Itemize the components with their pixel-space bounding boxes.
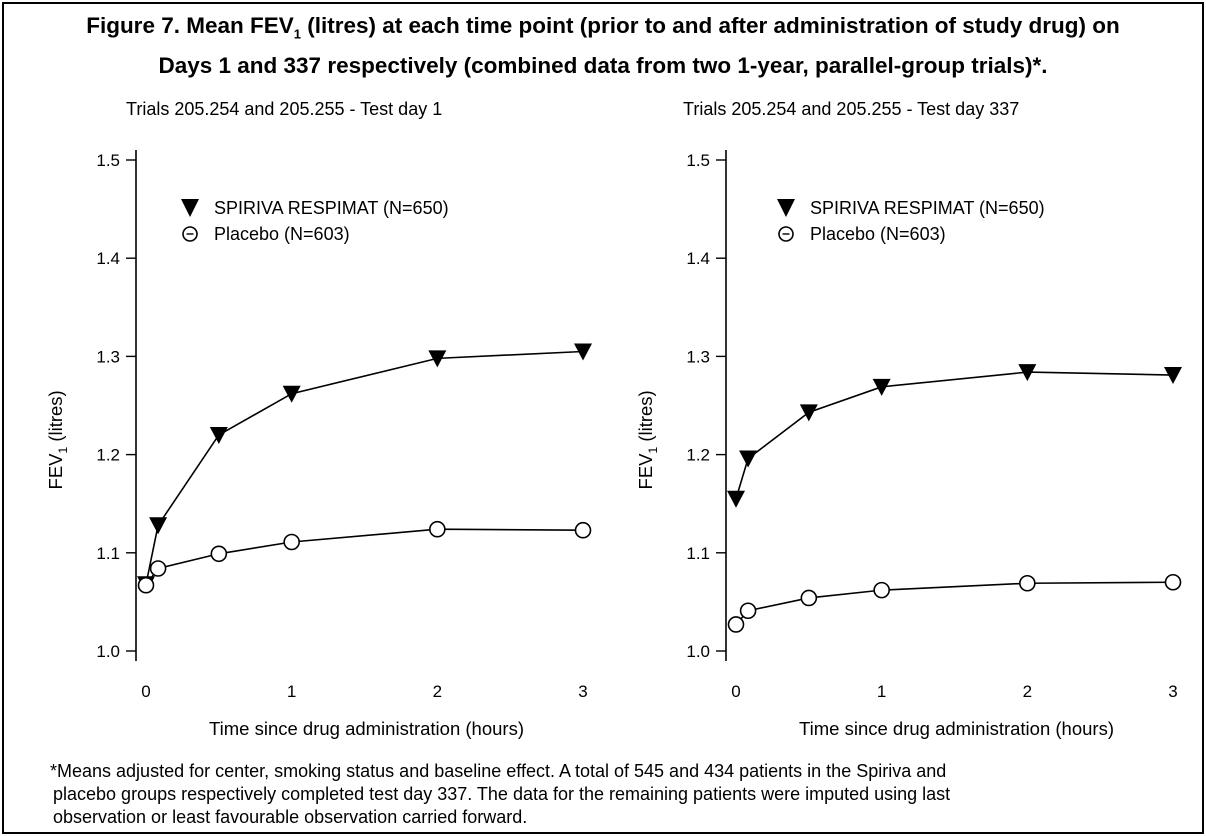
- y-tick-label: 1.3: [96, 347, 120, 366]
- data-point-triangle: [574, 343, 592, 361]
- chart-subtitle: Trials 205.254 and 205.255 - Test day 33…: [683, 99, 1019, 119]
- data-point-triangle: [727, 490, 745, 508]
- x-tick-label: 0: [731, 682, 740, 701]
- y-tick-label: 1.5: [686, 151, 710, 170]
- data-point-circle: [727, 616, 745, 633]
- legend-label: Placebo (N=603): [214, 224, 350, 244]
- data-point-circle: [1164, 573, 1182, 591]
- legend-marker-triangle: [777, 199, 795, 217]
- x-tick-label: 0: [141, 682, 150, 701]
- data-point-triangle: [799, 404, 818, 422]
- data-point-triangle: [1018, 364, 1037, 382]
- data-point-triangle: [149, 517, 168, 535]
- data-point-circle: [574, 521, 592, 539]
- data-point-circle: [1019, 574, 1036, 592]
- series-line: [735, 371, 1174, 500]
- chart-panel-1: Trials 205.254 and 205.255 - Test day 1 1…: [45, 99, 592, 739]
- data-point-triangle: [428, 350, 447, 368]
- y-axis-label: FEV1 (litres): [635, 390, 660, 489]
- data-point-circle: [739, 602, 757, 620]
- series-placebo: [727, 573, 1182, 633]
- figure-title-line-1: Figure 7. Mean FEV1 (litres) at each tim…: [86, 13, 1120, 42]
- series-spiriva: [727, 364, 1182, 508]
- y-tick-label: 1.1: [96, 544, 120, 563]
- data-point-circle: [210, 545, 228, 563]
- series-line: [735, 581, 1174, 626]
- data-point-circle: [873, 581, 890, 599]
- figure-title-line-2: Days 1 and 337 respectively (combined da…: [158, 52, 1048, 78]
- y-tick-label: 1.2: [96, 446, 120, 465]
- x-axis-label: Time since drug administration (hours): [799, 718, 1114, 739]
- data-point-triangle: [209, 426, 228, 444]
- data-point-circle: [137, 576, 155, 594]
- series-placebo: [137, 520, 592, 594]
- x-tick-label: 2: [433, 682, 442, 701]
- series-spiriva: [137, 343, 592, 594]
- x-tick-label: 2: [1023, 682, 1032, 701]
- data-point-triangle: [739, 450, 758, 468]
- data-point-circle: [283, 533, 300, 551]
- x-tick-label: 3: [578, 682, 587, 701]
- y-axis-label: FEV1 (litres): [45, 390, 70, 489]
- data-point-triangle: [282, 385, 301, 403]
- y-tick-label: 1.4: [96, 249, 120, 268]
- y-tick-label: 1.0: [686, 642, 710, 661]
- legend-label: Placebo (N=603): [810, 224, 946, 244]
- data-point-circle: [429, 520, 446, 538]
- chart-subtitle: Trials 205.254 and 205.255 - Test day 1: [126, 99, 442, 119]
- data-point-triangle: [872, 378, 891, 396]
- y-tick-label: 1.0: [96, 642, 120, 661]
- footnote-line-2: placebo groups respectively completed te…: [53, 784, 951, 804]
- y-tick-label: 1.5: [96, 151, 120, 170]
- footnote-line-1: *Means adjusted for center, smoking stat…: [50, 761, 947, 781]
- chart-panel-2: Trials 205.254 and 205.255 - Test day 33…: [635, 99, 1182, 739]
- x-axis-label: Time since drug administration (hours): [209, 718, 524, 739]
- x-tick-label: 1: [877, 682, 886, 701]
- series-line: [145, 350, 584, 585]
- footnote-line-3: observation or least favourable observat…: [53, 807, 528, 827]
- data-point-triangle: [1164, 367, 1182, 385]
- data-point-circle: [149, 560, 167, 577]
- legend-label: SPIRIVA RESPIMAT (N=650): [214, 198, 449, 218]
- footnote: *Means adjusted for center, smoking stat…: [50, 760, 1170, 829]
- y-tick-label: 1.3: [686, 347, 710, 366]
- figure-title: Figure 7. Mean FEV1 (litres) at each tim…: [0, 10, 1206, 81]
- y-tick-label: 1.1: [686, 544, 710, 563]
- data-point-circle: [800, 589, 818, 607]
- y-tick-label: 1.2: [686, 446, 710, 465]
- y-tick-label: 1.4: [686, 249, 710, 268]
- x-tick-label: 1: [287, 682, 296, 701]
- x-tick-label: 3: [1168, 682, 1177, 701]
- legend-marker-triangle: [181, 199, 199, 217]
- legend-label: SPIRIVA RESPIMAT (N=650): [810, 198, 1045, 218]
